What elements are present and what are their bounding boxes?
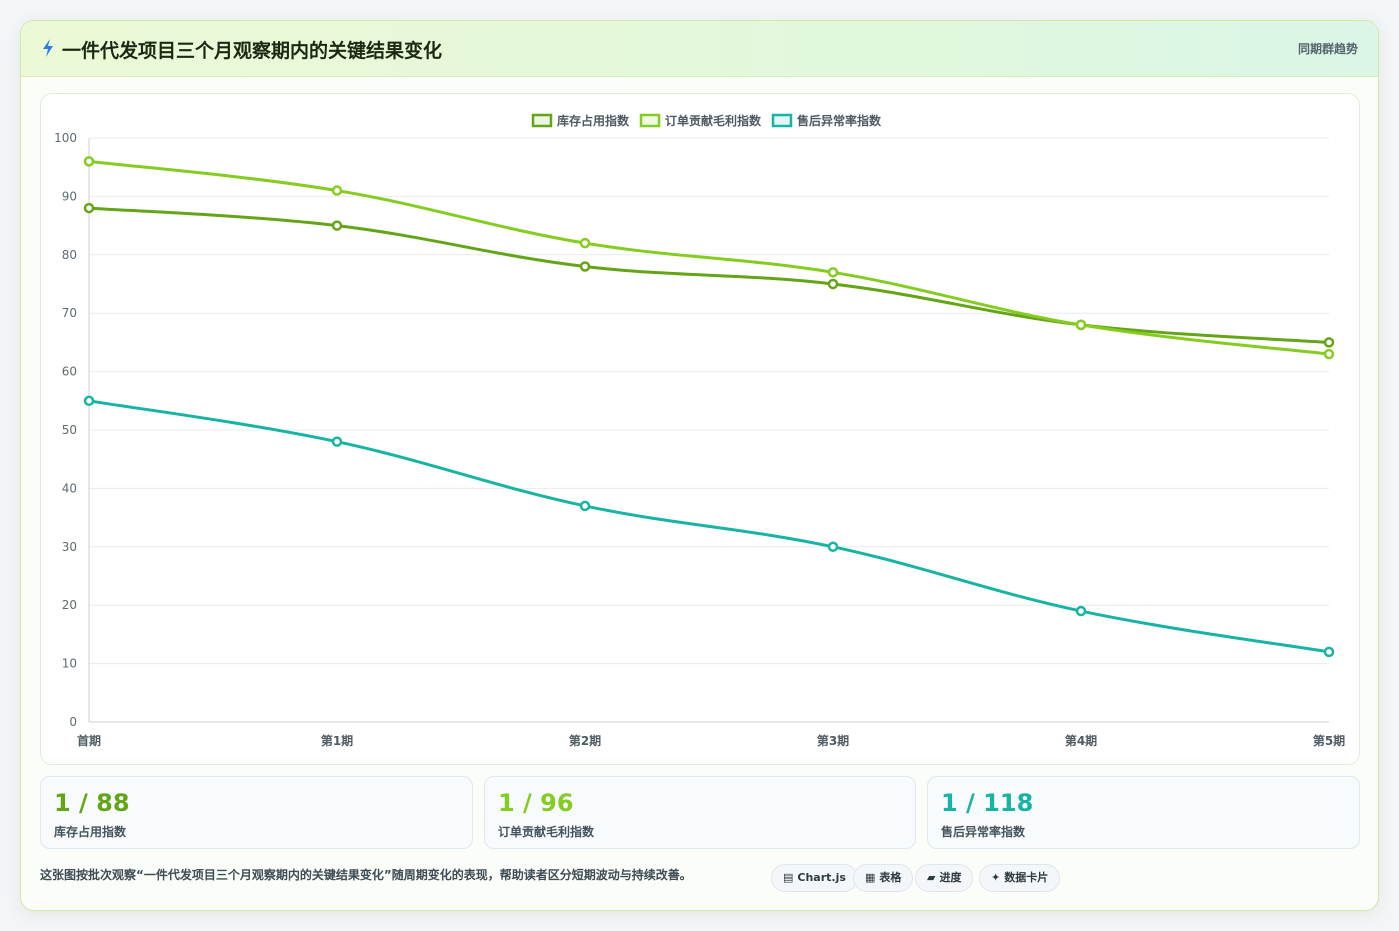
tag-label: 进度 [939,871,962,884]
lightning-icon [43,39,53,57]
data-point [1075,605,1087,617]
line-chart: 0 10 20 30 40 50 60 70 80 90 100 首期 第1期 第2期 第3期 第4期 第5期 库… [54,113,1345,748]
table-tag[interactable]: ▦ 表格 [853,864,914,892]
table-icon: ▦ [865,871,876,884]
y-tick-label: 90 [62,189,77,203]
data-point [331,436,343,447]
legend-swatch [771,113,793,128]
chart-icon: ▤ [783,871,794,884]
y-tick-label: 60 [62,365,77,379]
x-tick-label: 第1期 [321,733,353,748]
tag-label: 表格 [879,871,902,884]
x-tick-label: 第4期 [1065,733,1097,748]
legend-swatch [639,113,661,128]
card-header: 一件代发项目三个月观察期内的关键结果变化 同期群趋势 [21,21,1378,77]
y-tick-label: 70 [62,306,77,320]
legend-label: 售后异常率指数 [797,113,882,128]
stat-value: 1 / 88 [54,789,130,817]
series-line-1 [88,159,1330,356]
data-point [1323,348,1335,360]
legend-swatch [531,113,553,128]
data-point [1323,337,1335,348]
y-tick-label: 80 [62,248,77,262]
plot-area: 0 10 20 30 40 50 60 70 80 90 100 首期 第1期 第2期 第3期 第4期 第5期 库… [40,93,1360,765]
x-tick-label: 第2期 [569,733,601,748]
x-tick-label: 第5期 [1313,733,1345,748]
y-tick-label: 30 [62,540,77,554]
stat-label: 库存占用指数 [54,825,127,839]
stat-value: 1 / 118 [941,789,1034,817]
chart-description: 这张图按批次观察“一件代发项目三个月观察期内的关键结果变化”随周期变化的表现，帮… [40,868,692,882]
x-tick-label: 第3期 [817,733,849,748]
chart-card: 一件代发项目三个月观察期内的关键结果变化 同期群趋势 0 10 20 30 40 50 60… [20,20,1379,911]
data-point [83,156,95,167]
data-point [83,395,95,407]
stat-label: 订单贡献毛利指数 [498,825,595,839]
y-tick-label: 10 [62,657,77,671]
data-point [331,185,343,196]
cohort-trend-label: 同期群趋势 [1297,42,1358,56]
y-tick-label: 0 [69,715,77,729]
y-tick-label: 40 [62,481,77,495]
legend-label: 订单贡献毛利指数 [665,113,762,128]
series-line-0 [88,206,1330,344]
tag-label: Chart.js [797,871,846,884]
progress-tag[interactable]: ▰ 进度 [915,864,974,892]
data-point [331,220,343,231]
stat-label: 售后异常率指数 [941,825,1026,839]
data-point [1075,319,1087,331]
y-tick-label: 100 [54,131,77,145]
data-point [579,261,591,272]
x-tick-label: 首期 [77,733,101,748]
data-point [827,541,839,553]
series-line-2 [88,399,1330,654]
tag-label: 数据卡片 [1004,871,1049,884]
page-title: 一件代发项目三个月观察期内的关键结果变化 [62,40,443,62]
legend-label: 库存占用指数 [557,113,630,128]
stat-card-inventory: 1 / 88 库存占用指数 [40,776,473,849]
stat-card-margin: 1 / 96 订单贡献毛利指数 [484,776,916,849]
sparkle-icon: ✦ [991,871,1001,884]
data-point [827,267,839,278]
y-tick-label: 20 [62,598,77,612]
data-point [1323,646,1335,658]
data-point [579,500,591,512]
data-point [83,202,95,214]
data-point [827,278,839,290]
data-point [579,237,591,249]
chartjs-tag[interactable]: ▤ Chart.js [771,864,858,892]
y-tick-label: 50 [62,423,77,437]
data-card-tag[interactable]: ✦ 数据卡片 [979,864,1061,892]
stat-value: 1 / 96 [498,789,574,817]
stat-card-aftersales: 1 / 118 售后异常率指数 [927,776,1360,849]
progress-icon: ▰ [927,871,936,884]
